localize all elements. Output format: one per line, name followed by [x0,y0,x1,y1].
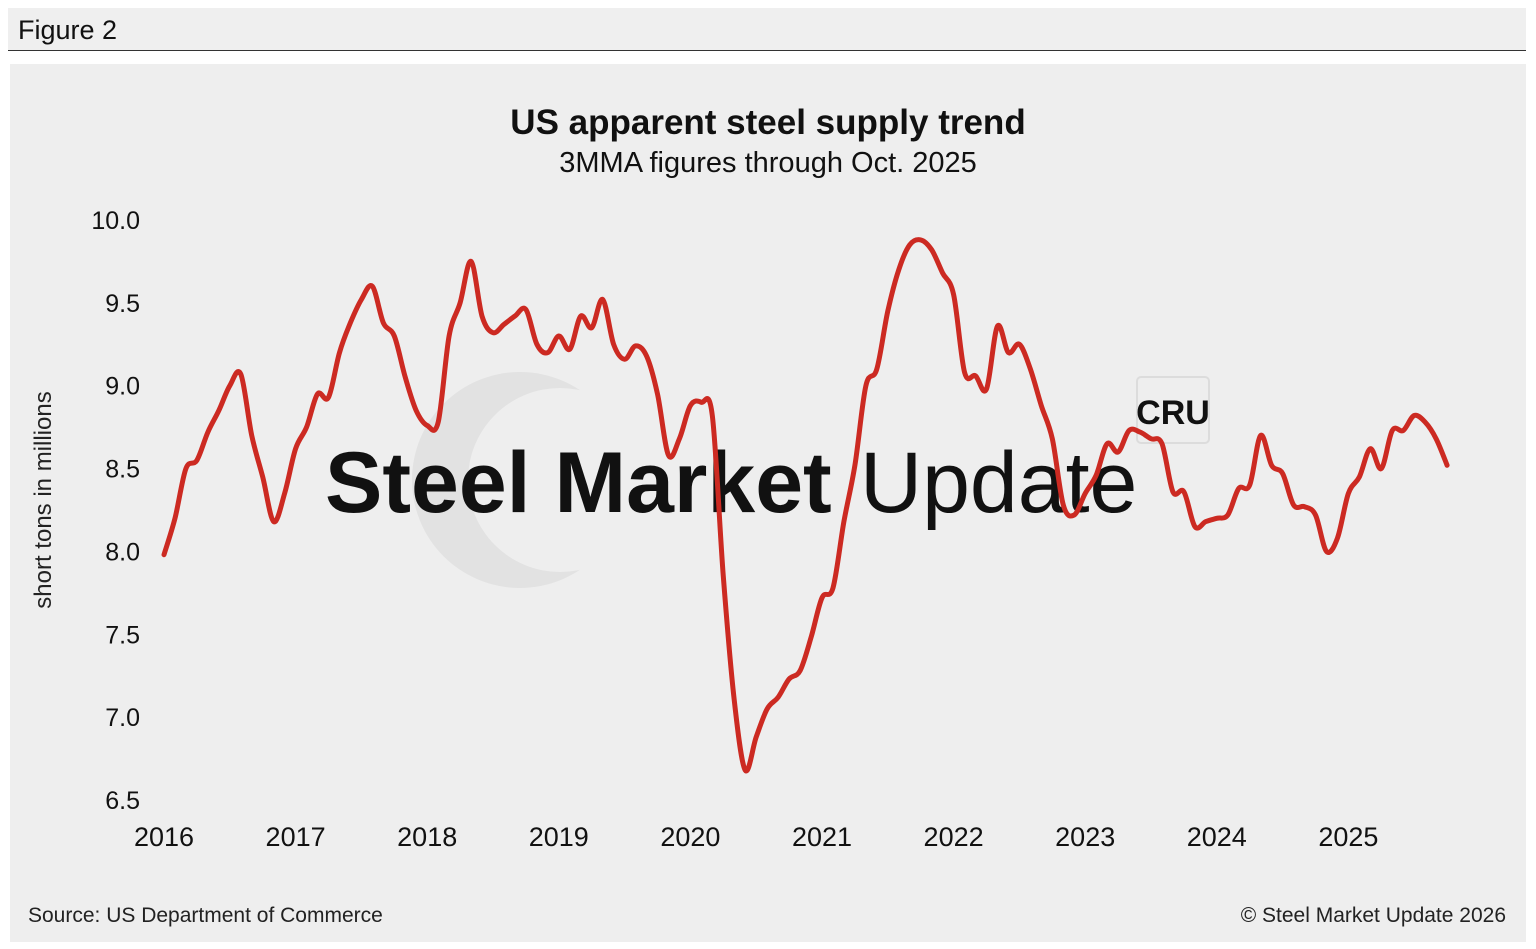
figure-header: Figure 2 [8,8,1526,51]
y-axis-label: short tons in millions [30,391,57,609]
y-tick-label: 10.0 [91,207,140,235]
watermark-badge-text: CRU [1136,394,1210,432]
figure-label: Figure 2 [18,15,118,45]
x-tick-label: 2016 [134,822,194,852]
watermark-logo-inner [468,388,652,572]
x-tick-label: 2021 [792,822,852,852]
y-tick-label: 8.5 [105,456,140,484]
x-tick-label: 2019 [529,822,589,852]
x-tick-label: 2024 [1187,822,1247,852]
watermark-text-light: Update [860,435,1137,531]
x-axis: 2016 2017 2018 2019 2020 2021 2022 2023 2024 2025 [134,822,1378,852]
x-tick-label: 2022 [924,822,984,852]
x-tick-label: 2020 [660,822,720,852]
y-tick-label: 7.5 [105,621,140,649]
watermark-text-bold: Steel Market [325,435,832,531]
series-line [161,237,1450,774]
chart-panel [10,64,1526,942]
x-tick-label: 2025 [1318,822,1378,852]
x-tick-label: 2017 [266,822,326,852]
y-tick-label: 9.0 [105,373,140,401]
watermark: Steel Market Update CRU [325,372,1210,588]
y-tick-label: 9.5 [105,290,140,318]
y-axis: 10.0 9.5 9.0 8.5 8.0 7.5 7.0 6.5 [91,207,140,815]
copyright-note: © Steel Market Update 2026 [1240,904,1506,927]
source-note: Source: US Department of Commerce [28,904,383,927]
y-tick-label: 6.5 [105,787,140,815]
watermark-badge [1136,376,1210,444]
chart-subtitle: 3MMA figures through Oct. 2025 [559,147,977,179]
chart-title: US apparent steel supply trend [510,103,1026,142]
y-tick-label: 8.0 [105,538,140,566]
x-tick-label: 2018 [397,822,457,852]
x-tick-label: 2023 [1055,822,1115,852]
y-tick-label: 7.0 [105,704,140,732]
